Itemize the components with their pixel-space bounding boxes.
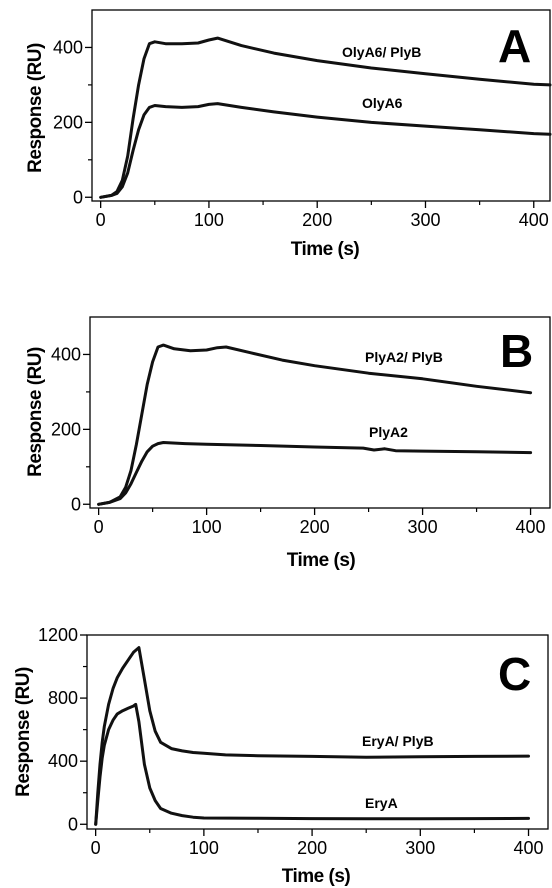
- panel-a-tick-labels: 0 100 200 300 400 0 200 400: [53, 37, 549, 230]
- panel-c-x-tick-label-300: 300: [405, 838, 435, 858]
- panel-c-x-tick-label-100: 100: [189, 838, 219, 858]
- panel-c-y-axis-title: Response (RU): [13, 667, 34, 797]
- panel-b-series-label-2: PlyA2: [369, 424, 408, 440]
- panel-b-series: [97, 343, 533, 506]
- panel-b-x-axis-title: Time (s): [287, 550, 356, 571]
- panel-c-ticks: [80, 634, 530, 836]
- panel-c-x-tick-label-400: 400: [513, 838, 543, 858]
- panel-a-series: [99, 36, 552, 199]
- panel-a-letter: A: [498, 20, 531, 72]
- panel-c-x-axis-title: Time (s): [282, 866, 351, 887]
- panel-c-tick-labels: 0 100 200 300 400 0 400 800 1200: [38, 625, 544, 858]
- panel-b-y-axis-title: Response (RU): [25, 347, 46, 477]
- panel-b-x-tick-label-400: 400: [516, 517, 546, 537]
- panel-b-ticks: [83, 353, 532, 515]
- panel-c-series: [94, 646, 530, 826]
- panel-b-x-tick-label-100: 100: [192, 517, 222, 537]
- panel-a-y-tick-label-400: 400: [53, 37, 83, 57]
- panel-a-x-tick-label-400: 400: [519, 210, 549, 230]
- panel-a-series-line-1: [99, 36, 552, 199]
- panel-a-series-line-2: [99, 102, 552, 199]
- panel-c-frame: [86, 634, 549, 830]
- panel-c-x-tick-label-200: 200: [297, 838, 327, 858]
- panel-c-y-tick-label-400: 400: [48, 751, 78, 771]
- panel-b-frame: [89, 316, 551, 509]
- panel-b-series-line-2: [97, 441, 533, 506]
- panel-c-series-line-2: [94, 702, 530, 826]
- panel-c-y-tick-label-0: 0: [68, 814, 78, 834]
- panel-c-series-label-2: EryA: [365, 795, 398, 811]
- panel-a-frame: [91, 9, 551, 202]
- panel-b-series-label-1: PlyA2/ PlyB: [365, 349, 443, 365]
- panel-a-series-label-2: OlyA6: [362, 95, 403, 111]
- panel-a-y-tick-label-0: 0: [73, 187, 83, 207]
- panel-c-y-tick-label-1200: 1200: [38, 625, 78, 645]
- panel-b-x-tick-label-300: 300: [408, 517, 438, 537]
- panel-b-y-tick-label-0: 0: [71, 494, 81, 514]
- panel-a-x-tick-label-0: 0: [96, 210, 106, 230]
- panel-c-letter: C: [498, 648, 531, 700]
- panel-a-x-tick-label-200: 200: [302, 210, 332, 230]
- panel-c-series-line-1: [94, 646, 530, 826]
- panel-b-tick-labels: 0 100 200 300 400 0 200 400: [51, 344, 546, 537]
- panel-c: 0 100 200 300 400 0 400 800 1200 EryA/ PlyB EryA…: [13, 625, 549, 887]
- panel-c-x-tick-label-0: 0: [91, 838, 101, 858]
- panel-b-x-tick-label-0: 0: [94, 517, 104, 537]
- panel-a-x-tick-label-100: 100: [194, 210, 224, 230]
- panel-a-ticks: [85, 46, 535, 208]
- panel-a: 0 100 200 300 400 0 200 400 OlyA6/ PlyB OlyA6 A…: [25, 9, 552, 260]
- panel-a-x-axis-title: Time (s): [291, 239, 360, 260]
- panel-b-y-tick-label-200: 200: [51, 419, 81, 439]
- panel-b-series-line-1: [97, 343, 533, 506]
- panel-b-x-tick-label-200: 200: [300, 517, 330, 537]
- panel-a-y-tick-label-200: 200: [53, 112, 83, 132]
- panel-a-x-tick-label-300: 300: [410, 210, 440, 230]
- panel-b: 0 100 200 300 400 0 200 400 PlyA2/ PlyB PlyA2 B…: [25, 316, 551, 571]
- panel-b-y-tick-label-400: 400: [51, 344, 81, 364]
- panel-b-letter: B: [500, 325, 533, 377]
- panel-a-series-label-1: OlyA6/ PlyB: [342, 44, 421, 60]
- panel-a-y-axis-title: Response (RU): [25, 43, 46, 173]
- panel-c-series-label-1: EryA/ PlyB: [362, 733, 434, 749]
- panel-c-y-tick-label-800: 800: [48, 688, 78, 708]
